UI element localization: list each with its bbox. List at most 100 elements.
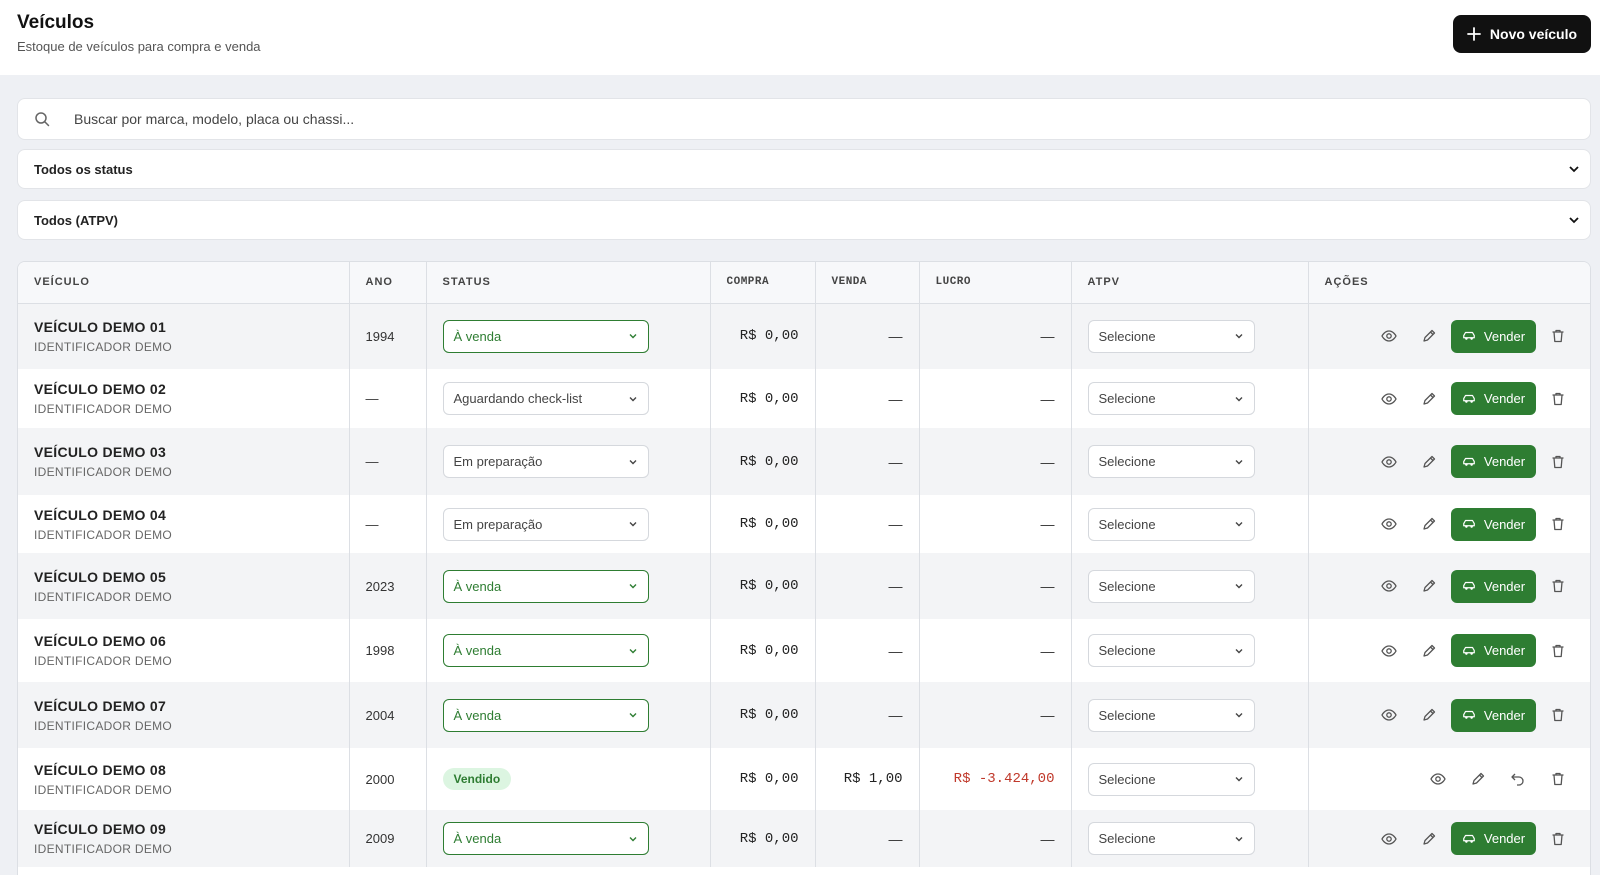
chevron-down-icon (629, 713, 636, 718)
atpv-filter-select[interactable]: Todos (ATPV) (17, 200, 1591, 240)
sell-button[interactable]: Vender (1451, 319, 1536, 353)
trash-icon[interactable] (1538, 320, 1578, 352)
pencil-icon[interactable] (1409, 570, 1449, 602)
vehicle-identifier: IDENTIFICADOR DEMO (34, 654, 173, 668)
atpv-select[interactable]: Selecione (1087, 569, 1255, 603)
status-cell: À venda (426, 810, 711, 867)
chevron-down-icon (1235, 777, 1242, 782)
col-header-profit: LUCRO (919, 262, 1072, 304)
eye-icon[interactable] (1369, 823, 1409, 855)
pencil-icon[interactable] (1409, 508, 1449, 540)
sell-button-label: Vender (1483, 578, 1526, 594)
atpv-select[interactable]: Selecione (1087, 762, 1255, 796)
table-header-row: VEÍCULO ANO STATUS COMPRA VENDA LUCRO AT… (18, 262, 1590, 304)
eye-icon[interactable] (1369, 383, 1409, 415)
purchase-cell: R$ 0,00 (710, 810, 816, 867)
vehicle-cell: VEÍCULO DEMO 08 IDENTIFICADOR DEMO (18, 748, 350, 810)
atpv-select[interactable]: Selecione (1087, 634, 1255, 667)
profit-cell: R$ -3.424,00 (919, 748, 1072, 810)
sell-button-label: Vender (1483, 454, 1526, 469)
status-select[interactable]: Em preparação (442, 445, 649, 478)
eye-icon[interactable] (1369, 699, 1409, 731)
eye-icon[interactable] (1369, 635, 1409, 667)
trash-icon[interactable] (1538, 508, 1578, 540)
vehicles-table: VEÍCULO ANO STATUS COMPRA VENDA LUCRO AT… (17, 261, 1591, 875)
status-cell: Em preparação (426, 495, 711, 553)
atpv-select[interactable]: Selecione (1087, 319, 1255, 353)
status-select[interactable]: À venda (442, 319, 649, 353)
atpv-select[interactable]: Selecione (1087, 507, 1255, 541)
sell-button[interactable]: Vender (1451, 822, 1536, 855)
status-select[interactable]: Em preparação (442, 507, 649, 541)
status-select[interactable]: Aguardando check-list (442, 382, 649, 415)
trash-icon[interactable] (1538, 763, 1578, 795)
eye-icon[interactable] (1369, 446, 1409, 478)
vehicle-identifier: IDENTIFICADOR DEMO (34, 589, 173, 604)
vehicle-name: VEÍCULO DEMO 08 (34, 761, 167, 778)
year-cell: — (349, 495, 427, 553)
eye-icon[interactable] (1369, 570, 1409, 602)
atpv-select[interactable]: Selecione (1087, 698, 1255, 732)
chevron-down-icon (629, 836, 636, 841)
eye-icon[interactable] (1369, 320, 1409, 352)
sell-button[interactable]: Vender (1451, 569, 1536, 603)
status-filter-select[interactable]: Todos os status (17, 149, 1591, 189)
page-subtitle: Estoque de veículos para compra e venda (17, 39, 261, 54)
sell-button[interactable]: Vender (1451, 634, 1536, 667)
vehicle-name: VEÍCULO DEMO 09 (34, 821, 167, 837)
atpv-select-value: Selecione (1098, 391, 1156, 406)
pencil-icon[interactable] (1409, 320, 1449, 352)
status-select[interactable]: À venda (442, 634, 649, 667)
chevron-down-icon (629, 334, 636, 339)
profit-cell: — (919, 682, 1072, 748)
status-select-value: À venda (453, 328, 502, 344)
atpv-select[interactable]: Selecione (1087, 445, 1255, 478)
pencil-icon[interactable] (1409, 635, 1449, 667)
status-select[interactable]: À venda (442, 569, 649, 603)
pencil-icon[interactable] (1409, 823, 1449, 855)
pencil-icon[interactable] (1409, 383, 1449, 415)
year-cell: 1998 (349, 619, 427, 682)
trash-icon[interactable] (1538, 383, 1578, 415)
trash-icon[interactable] (1538, 446, 1578, 478)
col-header-atpv: ATPV (1071, 262, 1309, 304)
trash-icon[interactable] (1538, 699, 1578, 731)
car-icon (1462, 708, 1476, 722)
atpv-select[interactable]: Selecione (1087, 822, 1255, 855)
chevron-down-icon (1235, 836, 1242, 841)
sell-button[interactable]: Vender (1451, 445, 1536, 478)
undo-icon[interactable] (1498, 763, 1538, 795)
eye-icon[interactable] (1369, 508, 1409, 540)
vehicle-name: VEÍCULO DEMO 07 (34, 697, 167, 714)
trash-icon[interactable] (1538, 570, 1578, 602)
eye-icon[interactable] (1418, 763, 1458, 795)
vehicle-identifier: IDENTIFICADOR DEMO (34, 465, 173, 479)
sell-button[interactable]: Vender (1451, 507, 1536, 541)
atpv-select[interactable]: Selecione (1087, 382, 1255, 415)
actions-cell: Vender (1308, 428, 1590, 495)
sell-button[interactable]: Vender (1451, 698, 1536, 732)
status-cell: Vendido (426, 748, 711, 810)
trash-icon[interactable] (1538, 823, 1578, 855)
new-vehicle-button[interactable]: Novo veículo (1453, 15, 1591, 53)
chevron-down-icon (1569, 166, 1579, 173)
vehicle-cell: VEÍCULO DEMO 09 IDENTIFICADOR DEMO (18, 810, 350, 867)
search-input[interactable] (74, 111, 1474, 127)
status-select[interactable]: À venda (442, 698, 649, 732)
status-select[interactable]: À venda (442, 822, 649, 855)
car-icon (1462, 392, 1476, 406)
purchase-cell: R$ 0,00 (710, 748, 816, 810)
chevron-down-icon (629, 459, 636, 464)
chevron-down-icon (1235, 522, 1242, 527)
pencil-icon[interactable] (1409, 699, 1449, 731)
pencil-icon[interactable] (1409, 446, 1449, 478)
status-select-value: Aguardando check-list (453, 391, 583, 406)
chevron-down-icon (1235, 713, 1242, 718)
vehicle-identifier: IDENTIFICADOR DEMO (34, 339, 173, 354)
table-row: VEÍCULO DEMO 06 IDENTIFICADOR DEMO 1998 … (18, 619, 1590, 682)
chevron-down-icon (629, 522, 636, 527)
pencil-icon[interactable] (1458, 763, 1498, 795)
sell-button[interactable]: Vender (1451, 382, 1536, 415)
trash-icon[interactable] (1538, 635, 1578, 667)
profit-cell: — (919, 495, 1072, 553)
